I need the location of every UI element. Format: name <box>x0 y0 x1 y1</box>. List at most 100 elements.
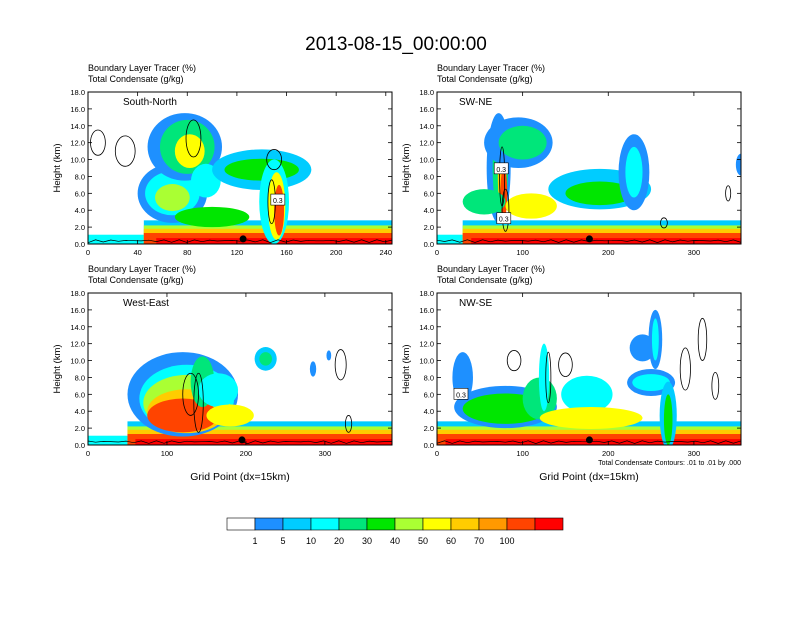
contour-label: 0.3 <box>499 217 509 224</box>
tracer-blob <box>175 207 249 227</box>
y-tick-label: 14.0 <box>70 122 85 131</box>
x-tick-label: 100 <box>161 449 174 458</box>
tracer-blob <box>175 134 205 168</box>
y-tick-label: 0.0 <box>424 240 434 249</box>
colorbar-label: 10 <box>306 536 316 546</box>
y-tick-label: 8.0 <box>75 373 85 382</box>
y-axis-label: Height (km) <box>52 143 63 192</box>
surface-marker <box>240 235 247 242</box>
panel-title-line2: Total Condensate (g/kg) <box>437 275 533 285</box>
y-tick-label: 4.0 <box>75 206 85 215</box>
tracer-blob <box>224 159 298 181</box>
tracer-blob <box>259 352 272 366</box>
contour-label-box: 0.3 <box>271 194 285 205</box>
x-tick-label: 300 <box>688 248 701 257</box>
panel-2: 0.30.30.02.04.06.08.010.012.014.016.018.… <box>401 63 746 257</box>
colorbar-label: 40 <box>390 536 400 546</box>
y-tick-label: 2.0 <box>424 424 434 433</box>
y-tick-label: 2.0 <box>424 223 434 232</box>
y-tick-label: 12.0 <box>70 340 85 349</box>
colorbar-swatch <box>227 518 255 530</box>
x-tick-label: 120 <box>231 248 244 257</box>
figure-svg: 2013-08-15_00:00:00 0.30.02.04.06.08.010… <box>0 0 792 612</box>
tracer-blob <box>664 394 673 445</box>
panel-4: 0.3 0.0 2.0 4.0 6.0 8.0 10.0 12.0 14.0 16.0 18.0 0 1… <box>401 264 741 483</box>
panel-label: West-East <box>123 298 169 309</box>
y-tick-label: 0.0 <box>75 441 85 450</box>
y-tick-label: 6.0 <box>75 189 85 198</box>
panel-title-line2: Total Condensate (g/kg) <box>88 74 184 84</box>
colorbar-swatch <box>451 518 479 530</box>
panel-title-line1: Boundary Layer Tracer (%) <box>437 264 545 274</box>
colorbar-label: 100 <box>499 536 514 546</box>
tracer-blob <box>540 407 643 429</box>
y-tick-label: 12.0 <box>70 139 85 148</box>
figure: 2013-08-15_00:00:00 0.3 0.0 2.0 4.0 6.0 8.0 10… <box>0 0 792 612</box>
contour-label: 0.3 <box>496 167 506 174</box>
panel-title-line1: Boundary Layer Tracer (%) <box>88 264 196 274</box>
tracer-blob <box>326 350 331 360</box>
y-tick-label: 14.0 <box>419 323 434 332</box>
colorbar-label: 50 <box>418 536 428 546</box>
y-tick-label: 18.0 <box>70 289 85 298</box>
y-tick-label: 18.0 <box>70 88 85 97</box>
y-tick-label: 6.0 <box>75 390 85 399</box>
x-tick-label: 100 <box>516 449 529 458</box>
contour-label-box: 0.3 <box>494 163 508 174</box>
panel-title-line1: Boundary Layer Tracer (%) <box>88 63 196 73</box>
x-axis-label: Grid Point (dx=15km) <box>539 471 639 483</box>
y-tick-label: 4.0 <box>424 407 434 416</box>
x-axis-label: Grid Point (dx=15km) <box>190 471 290 483</box>
colorbar-swatch <box>339 518 367 530</box>
tracer-layer <box>446 439 741 445</box>
colorbar: 1 5 10 20 30 40 50 60 70 100 <box>227 518 563 546</box>
y-tick-label: 8.0 <box>75 172 85 181</box>
x-tick-label: 240 <box>380 248 393 257</box>
tracer-blob <box>199 373 238 407</box>
tracer-blob <box>274 185 284 236</box>
colorbar-label: 1 <box>252 536 257 546</box>
y-tick-label: 16.0 <box>70 306 85 315</box>
panel-1: 0.3 0.0 2.0 4.0 6.0 8.0 10.0 12.0 14.0 16.0 18.0 0 4… <box>52 63 392 257</box>
panel-title-line1: Boundary Layer Tracer (%) <box>437 63 545 73</box>
tracer-blob <box>155 184 190 211</box>
panel-title-line2: Total Condensate (g/kg) <box>437 74 533 84</box>
x-tick-label: 0 <box>86 449 90 458</box>
colorbar-label: 20 <box>334 536 344 546</box>
colorbar-swatch <box>311 518 339 530</box>
colorbar-swatch <box>479 518 507 530</box>
y-tick-label: 12.0 <box>419 139 434 148</box>
x-tick-label: 40 <box>133 248 141 257</box>
contour-label: 0.3 <box>456 392 466 399</box>
colorbar-swatch <box>367 518 395 530</box>
contour-label: 0.3 <box>273 198 283 205</box>
tracer-blob <box>463 189 506 214</box>
surface-marker <box>586 436 593 443</box>
tracer-blob <box>506 193 557 218</box>
x-tick-label: 80 <box>183 248 191 257</box>
colorbar-swatch <box>255 518 283 530</box>
y-tick-label: 16.0 <box>419 306 434 315</box>
y-tick-label: 10.0 <box>70 357 85 366</box>
surface-marker <box>586 235 593 242</box>
y-tick-label: 0.0 <box>75 240 85 249</box>
y-tick-label: 6.0 <box>424 390 434 399</box>
colorbar-swatch <box>283 518 311 530</box>
y-tick-label: 16.0 <box>70 105 85 114</box>
x-tick-label: 200 <box>240 449 253 458</box>
panel-label: South-North <box>123 97 177 108</box>
y-tick-label: 6.0 <box>424 189 434 198</box>
tracer-blob <box>206 404 253 426</box>
x-tick-label: 100 <box>516 248 529 257</box>
colorbar-label: 60 <box>446 536 456 546</box>
y-tick-label: 2.0 <box>75 424 85 433</box>
colorbar-swatch <box>507 518 535 530</box>
y-axis-label: Height (km) <box>401 344 412 393</box>
colorbar-label: 70 <box>474 536 484 546</box>
y-tick-label: 8.0 <box>424 373 434 382</box>
y-tick-label: 10.0 <box>419 156 434 165</box>
tracer-layer <box>135 439 392 445</box>
x-tick-label: 200 <box>602 449 615 458</box>
y-tick-label: 4.0 <box>75 407 85 416</box>
y-tick-label: 18.0 <box>419 88 434 97</box>
